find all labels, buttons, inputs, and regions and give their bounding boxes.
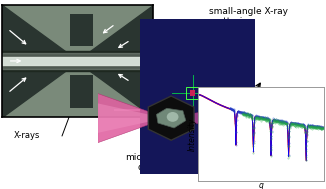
Polygon shape [2, 57, 153, 65]
Text: microfluidic
device: microfluidic device [126, 153, 179, 172]
Polygon shape [98, 94, 156, 143]
Polygon shape [148, 96, 194, 140]
Bar [70, 75, 93, 108]
Polygon shape [98, 103, 156, 133]
Polygon shape [2, 53, 153, 69]
Polygon shape [2, 5, 65, 51]
Polygon shape [186, 106, 244, 130]
Polygon shape [2, 51, 153, 71]
X-axis label: q: q [259, 181, 263, 189]
Polygon shape [90, 71, 153, 117]
Circle shape [167, 112, 179, 122]
Bar [70, 14, 93, 46]
Bar [190, 90, 195, 96]
Polygon shape [90, 5, 153, 51]
Y-axis label: Intensity: Intensity [188, 118, 197, 151]
Polygon shape [149, 24, 245, 169]
Text: X-rays: X-rays [14, 132, 40, 140]
Polygon shape [2, 71, 65, 117]
Bar [186, 87, 200, 99]
Polygon shape [156, 108, 186, 128]
Text: small-angle X-ray
scattering: small-angle X-ray scattering [209, 7, 288, 26]
